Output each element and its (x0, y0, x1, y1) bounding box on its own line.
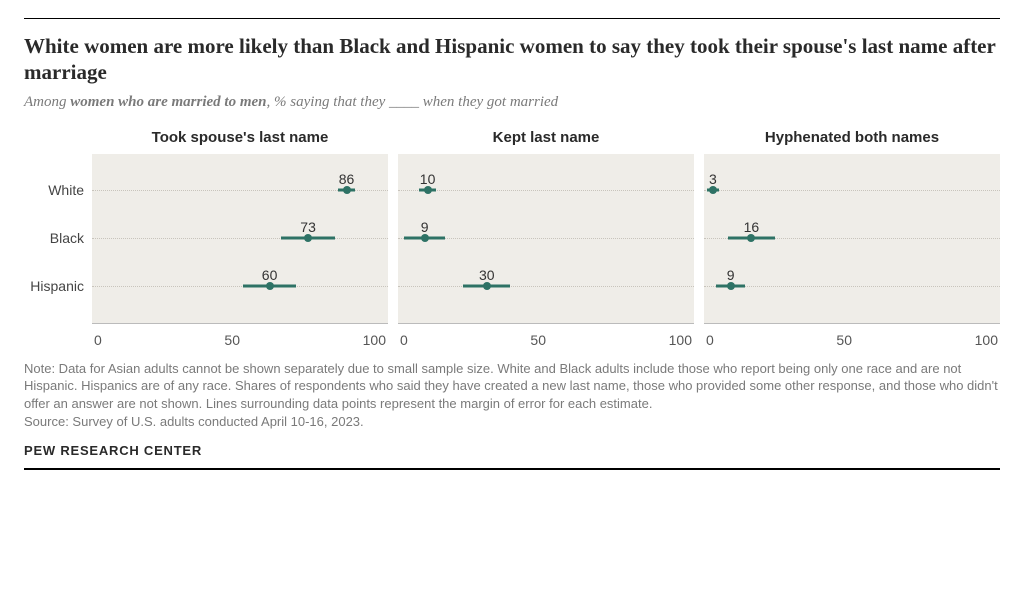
grid-row (704, 190, 1000, 191)
value-label: 3 (709, 170, 717, 186)
x-tick: 0 (94, 332, 102, 348)
subtitle-emphasis: women who are married to men (70, 94, 266, 110)
footnote: Note: Data for Asian adults cannot be sh… (24, 360, 1000, 413)
x-axis: 0 50 100 (92, 332, 388, 348)
grid-row (398, 190, 694, 191)
row-labels: White Black Hispanic (24, 154, 88, 348)
subtitle-suffix: , % saying that they ____ when they got … (267, 94, 559, 110)
row-label: Black (50, 230, 84, 246)
data-point (709, 186, 717, 194)
plot-wrap: WhiteBlackHispanic867360050100 (92, 154, 388, 348)
grid-row (398, 286, 694, 287)
subtitle-prefix: Among (24, 94, 70, 110)
data-point (343, 186, 351, 194)
grid-row (92, 286, 388, 287)
x-tick: 100 (669, 332, 692, 348)
data-point (747, 234, 755, 242)
value-label: 73 (300, 218, 316, 234)
data-point (421, 234, 429, 242)
panel-title: Took spouse's last name (92, 129, 388, 146)
x-tick: 50 (530, 332, 546, 348)
value-label: 16 (744, 218, 760, 234)
data-point (727, 282, 735, 290)
panel: Hyphenated both names 3 16 9 0 50 100 (704, 129, 1000, 348)
value-label: 9 (421, 218, 429, 234)
data-point (304, 234, 312, 242)
data-point (266, 282, 274, 290)
row-label: White (48, 182, 84, 198)
x-tick: 100 (975, 332, 998, 348)
chart-subtitle: Among women who are married to men, % sa… (24, 94, 1000, 111)
value-label: 86 (339, 170, 355, 186)
plot-area: 10 9 30 (398, 154, 694, 324)
grid-row (92, 238, 388, 239)
grid-row (704, 286, 1000, 287)
plot-area: 86 73 60 (92, 154, 388, 324)
chart-title: White women are more likely than Black a… (24, 33, 1000, 86)
x-axis: 0 50 100 (398, 332, 694, 348)
value-label: 60 (262, 266, 278, 282)
plot-wrap: 10 9 30 0 50 100 (398, 154, 694, 348)
source-line: Source: Survey of U.S. adults conducted … (24, 414, 1000, 429)
data-point (424, 186, 432, 194)
bottom-rule (24, 468, 1000, 470)
x-tick: 0 (706, 332, 714, 348)
value-label: 30 (479, 266, 495, 282)
plot-wrap: 3 16 9 0 50 100 (704, 154, 1000, 348)
panel-title: Kept last name (398, 129, 694, 146)
data-point (483, 282, 491, 290)
panel: Took spouse's last nameWhiteBlackHispani… (92, 129, 388, 348)
plot-area: 3 16 9 (704, 154, 1000, 324)
panel: Kept last name 10 9 30 0 50 100 (398, 129, 694, 348)
x-tick: 50 (836, 332, 852, 348)
row-label: Hispanic (30, 278, 84, 294)
panel-title: Hyphenated both names (704, 129, 1000, 146)
x-axis: 0 50 100 (704, 332, 1000, 348)
top-rule (24, 18, 1000, 19)
x-tick: 100 (363, 332, 386, 348)
value-label: 9 (727, 266, 735, 282)
x-tick: 0 (400, 332, 408, 348)
x-tick: 50 (224, 332, 240, 348)
attribution: PEW RESEARCH CENTER (24, 443, 1000, 458)
panels-container: Took spouse's last nameWhiteBlackHispani… (92, 129, 1000, 348)
value-label: 10 (420, 170, 436, 186)
